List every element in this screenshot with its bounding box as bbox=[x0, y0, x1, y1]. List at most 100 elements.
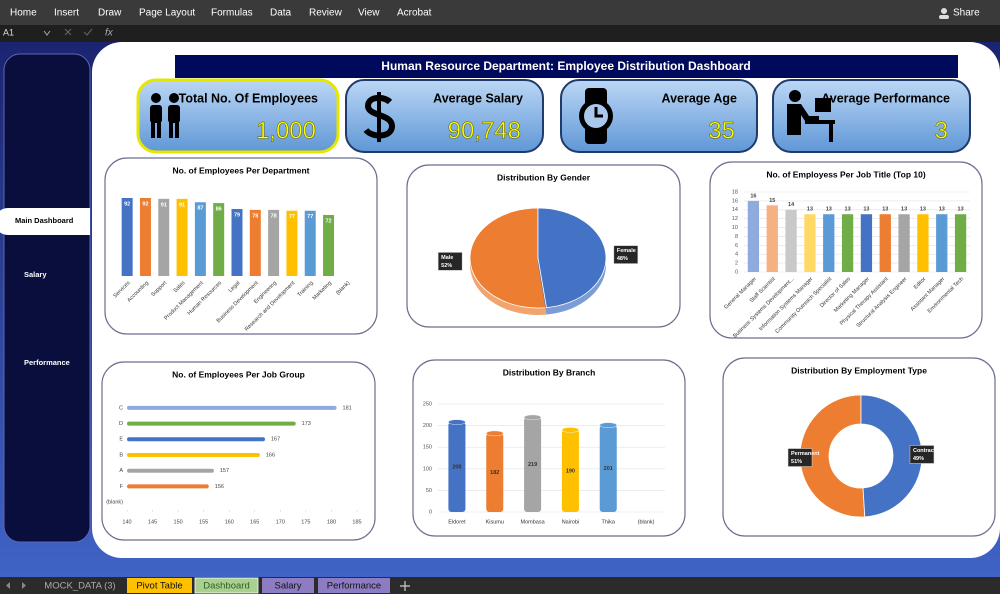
scroll-right bbox=[22, 582, 26, 589]
bar bbox=[747, 200, 760, 272]
menu-item[interactable]: Page Layout bbox=[139, 8, 195, 19]
label-box bbox=[909, 445, 935, 464]
sheet-tab-label[interactable]: MOCK_DATA (3) bbox=[44, 581, 115, 592]
bar bbox=[823, 214, 835, 272]
menu-item[interactable]: Review bbox=[309, 8, 343, 19]
sheet-tab[interactable] bbox=[262, 578, 314, 593]
sheet-tab[interactable] bbox=[127, 578, 192, 593]
scroll-left bbox=[6, 582, 10, 589]
y-tick-label: E bbox=[119, 437, 123, 443]
sheet-tab-label[interactable]: Pivot Table bbox=[136, 581, 182, 592]
fx-label: fx bbox=[105, 28, 114, 39]
data-label: 78 bbox=[271, 213, 277, 219]
sheet-tab-label[interactable]: Salary bbox=[275, 581, 302, 592]
data-label: 201 bbox=[604, 466, 613, 472]
menu-item[interactable]: Home bbox=[10, 8, 37, 19]
chart-panel bbox=[101, 361, 376, 541]
bar bbox=[561, 429, 579, 512]
label-box bbox=[437, 252, 463, 271]
y-tick-label: 8 bbox=[735, 234, 738, 240]
bar bbox=[213, 203, 225, 276]
data-label: 13 bbox=[863, 207, 869, 213]
doughnut-slice bbox=[799, 394, 866, 518]
bar bbox=[860, 214, 873, 272]
sheet-tab-label[interactable]: Performance bbox=[327, 581, 381, 592]
bar bbox=[599, 425, 617, 512]
data-label: 72 bbox=[325, 218, 331, 224]
x-tick-label: Kisumu bbox=[486, 519, 504, 525]
bar-top bbox=[523, 414, 542, 421]
share-button[interactable]: Share bbox=[953, 8, 980, 19]
y-tick-label: (blank) bbox=[106, 500, 123, 506]
watch bbox=[594, 107, 603, 118]
sidebar-item[interactable]: Performance bbox=[24, 358, 70, 367]
data-label: 87 bbox=[197, 206, 203, 212]
kpi-icon bbox=[363, 92, 396, 142]
kpi-value: 1,000 bbox=[256, 117, 316, 144]
data-label: 13 bbox=[845, 207, 851, 213]
bar bbox=[231, 209, 243, 276]
chart-title: No. of Employees Per Department bbox=[173, 165, 310, 175]
kpi-value: 3 bbox=[935, 117, 948, 144]
title-banner bbox=[175, 55, 958, 78]
y-tick-label: 2 bbox=[735, 261, 738, 267]
data-label: 14 bbox=[788, 202, 795, 208]
cancel-icon bbox=[64, 28, 72, 36]
data-label: 91 bbox=[161, 202, 167, 208]
data-label: 13 bbox=[826, 207, 832, 213]
data-label: 190 bbox=[566, 468, 575, 474]
data-label: 166 bbox=[266, 452, 275, 458]
slice-category-label: Female bbox=[617, 248, 636, 254]
kpi-label: Average Age bbox=[662, 91, 738, 105]
monitor bbox=[815, 98, 831, 112]
menu-item[interactable]: Acrobat bbox=[397, 8, 432, 19]
chart-title: Distribution By Branch bbox=[503, 367, 596, 377]
sheet-tab-label[interactable]: Dashboard bbox=[203, 581, 249, 592]
x-tick-label: Eldoret bbox=[448, 519, 466, 525]
y-tick-label: 10 bbox=[732, 225, 738, 231]
sidebar-item[interactable]: Salary bbox=[24, 270, 47, 279]
bar bbox=[323, 214, 335, 276]
chart-panel bbox=[722, 357, 996, 537]
bar bbox=[268, 209, 280, 276]
menu-item[interactable]: Draw bbox=[98, 8, 122, 19]
x-tick-label: Mombasa bbox=[521, 519, 546, 525]
chart-title: No. of Employess Per Job Title (Top 10) bbox=[766, 169, 925, 179]
sidebar-item[interactable]: Main Dashboard bbox=[15, 216, 74, 225]
kpi-icon bbox=[787, 90, 835, 142]
bar bbox=[127, 468, 214, 473]
slice-value-label: 48% bbox=[617, 256, 628, 262]
slice-value-label: 51% bbox=[791, 459, 802, 465]
sheet-tab[interactable] bbox=[318, 578, 390, 593]
bar bbox=[127, 453, 260, 457]
data-label: 208 bbox=[452, 465, 461, 471]
bar bbox=[917, 214, 929, 272]
data-label: 77 bbox=[289, 214, 295, 220]
worker bbox=[789, 90, 801, 102]
sheet-tab[interactable] bbox=[194, 577, 259, 594]
bar bbox=[841, 214, 854, 272]
data-label: 219 bbox=[528, 462, 537, 468]
y-tick-label: 18 bbox=[732, 189, 738, 195]
x-tick-label: 155 bbox=[199, 519, 208, 525]
y-tick-label: 6 bbox=[735, 243, 738, 249]
data-label: 13 bbox=[939, 207, 945, 213]
bar bbox=[304, 210, 316, 276]
menu-item[interactable]: View bbox=[358, 8, 380, 19]
add-sheet[interactable] bbox=[400, 581, 410, 591]
kpi-value: 35 bbox=[708, 117, 735, 144]
person bbox=[175, 122, 179, 138]
menu-item[interactable]: Formulas bbox=[211, 8, 253, 19]
share-icon bbox=[941, 8, 947, 14]
bar bbox=[879, 214, 891, 272]
menu-item[interactable]: Insert bbox=[54, 8, 79, 19]
x-tick-label: 180 bbox=[327, 519, 336, 525]
slice-category-label: Contract bbox=[913, 448, 936, 454]
chart-title: No. of Employees Per Job Group bbox=[172, 369, 305, 379]
person bbox=[169, 122, 173, 138]
menu-item[interactable]: Data bbox=[270, 8, 292, 19]
kpi-icon bbox=[150, 93, 180, 138]
kpi-card bbox=[136, 78, 340, 154]
kpi-label: Average Salary bbox=[433, 91, 523, 105]
slice-category-label: Male bbox=[441, 255, 453, 261]
